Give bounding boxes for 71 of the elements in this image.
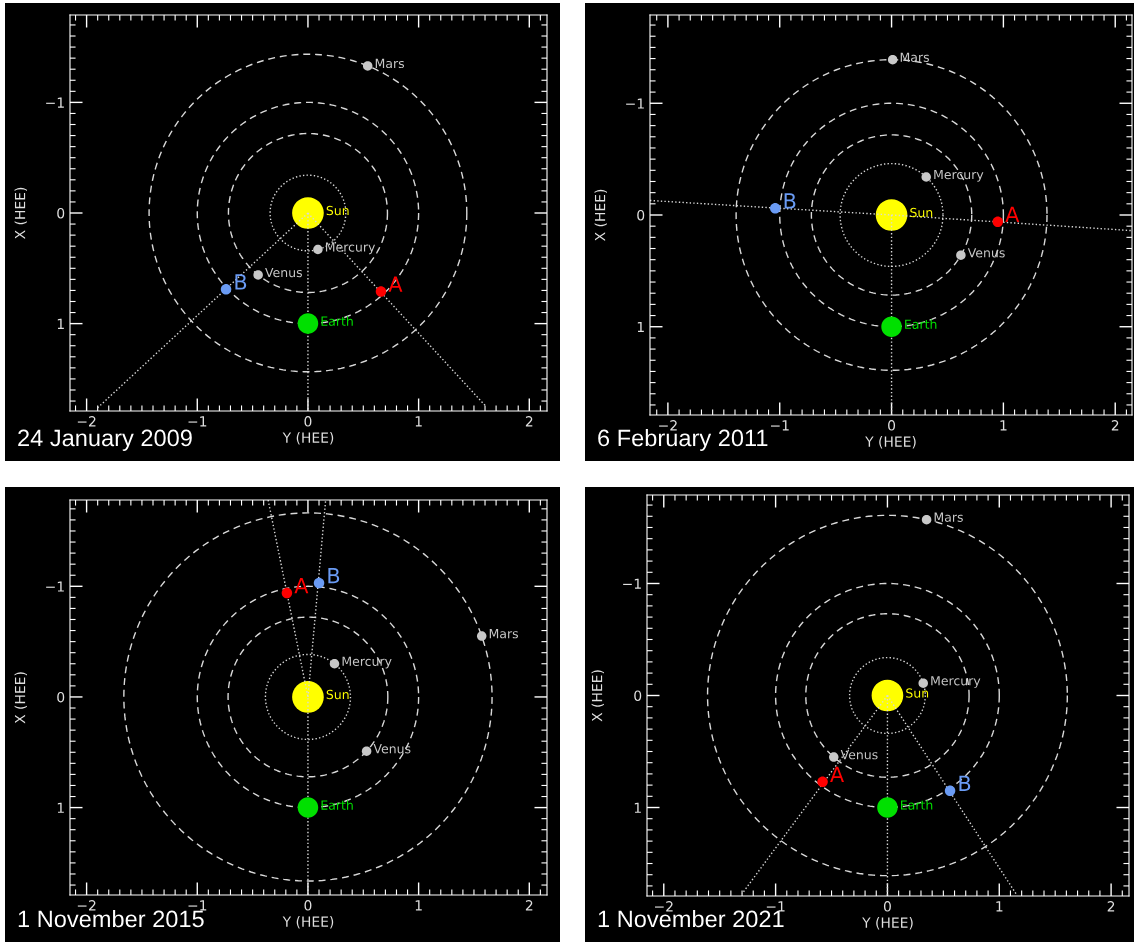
x-tick-label: 1 xyxy=(996,901,1003,912)
y-tick-label: −1 xyxy=(623,578,641,589)
series-label: Venus xyxy=(265,267,302,278)
x-tick-label: 0 xyxy=(304,900,312,911)
y-axis-title: X (HEE) xyxy=(591,670,604,722)
series-label: Mercury xyxy=(342,656,392,669)
x-tick-label: −1 xyxy=(770,420,789,431)
series-label: A xyxy=(388,276,403,292)
series-label: A xyxy=(294,577,309,594)
x-axis-title: Y (HEE) xyxy=(862,917,913,930)
text: 1 November 2021 xyxy=(598,909,784,928)
y-axis-title: X (HEE) xyxy=(14,672,27,724)
x-tick-label: 0 xyxy=(883,901,891,912)
y-tick-label: 1 xyxy=(637,321,644,333)
series-label: Earth xyxy=(321,316,353,326)
text: 1 November 2015 xyxy=(18,909,204,928)
x-tick-label: 2 xyxy=(1111,420,1119,431)
series-label: Mars xyxy=(375,58,405,69)
series-label: Mars xyxy=(934,512,963,522)
series-label: B xyxy=(784,193,796,209)
text: 24 January 2009 xyxy=(18,429,192,451)
x-tick-label: 2 xyxy=(525,416,533,427)
text: 6 February 2011 xyxy=(598,428,768,451)
y-tick-label: 0 xyxy=(57,691,65,703)
series-label: Mars xyxy=(900,52,929,62)
x-tick-label: −2 xyxy=(77,900,96,911)
x-tick-label: −1 xyxy=(188,416,207,427)
series-label: Earth xyxy=(321,800,353,810)
series-label: B xyxy=(328,567,340,584)
series-label: Sun xyxy=(326,689,349,700)
series-label: Earth xyxy=(905,319,937,329)
series-label: Sun xyxy=(326,205,349,216)
x-tick-label: −2 xyxy=(659,420,677,431)
series-label: Mercury xyxy=(934,169,984,182)
y-tick-label: 0 xyxy=(634,690,642,701)
series-label: Mars xyxy=(489,629,519,639)
y-axis-title: X (HEE) xyxy=(14,187,27,239)
series-label: Venus xyxy=(840,750,878,760)
x-tick-label: 2 xyxy=(525,900,533,911)
series-label: Sun xyxy=(910,207,933,218)
series-label: Venus xyxy=(373,744,411,754)
x-axis-title: Y (HEE) xyxy=(282,916,334,929)
y-tick-label: −1 xyxy=(626,98,644,109)
y-axis-title: X (HEE) xyxy=(594,189,607,241)
y-tick-label: 0 xyxy=(57,207,65,219)
x-axis-title: Y (HEE) xyxy=(282,432,334,445)
series-label: Earth xyxy=(901,800,933,810)
x-tick-label: −2 xyxy=(77,416,96,427)
x-tick-label: 1 xyxy=(415,900,422,911)
series-label: A xyxy=(1005,206,1020,222)
x-tick-label: −1 xyxy=(188,900,207,911)
y-tick-label: 0 xyxy=(637,209,645,221)
series-label: B xyxy=(959,775,971,791)
y-tick-label: 1 xyxy=(57,318,64,329)
x-axis-title: Y (HEE) xyxy=(865,436,916,449)
series-label: Mercury xyxy=(325,242,376,255)
x-tick-label: −1 xyxy=(766,901,785,912)
series-label: A xyxy=(830,766,844,782)
y-tick-label: 1 xyxy=(57,802,64,813)
x-tick-label: 1 xyxy=(415,416,422,427)
x-tick-label: −2 xyxy=(655,901,673,912)
x-tick-label: 1 xyxy=(1000,420,1007,431)
series-label: Sun xyxy=(906,688,929,698)
x-tick-label: 0 xyxy=(888,420,896,431)
series-label: B xyxy=(235,274,247,290)
series-label: Mercury xyxy=(931,676,981,688)
y-tick-label: −1 xyxy=(46,97,64,108)
x-tick-label: 0 xyxy=(304,416,312,427)
y-tick-label: −1 xyxy=(46,581,64,592)
y-tick-label: 1 xyxy=(634,802,641,813)
x-tick-label: 2 xyxy=(1107,901,1115,912)
